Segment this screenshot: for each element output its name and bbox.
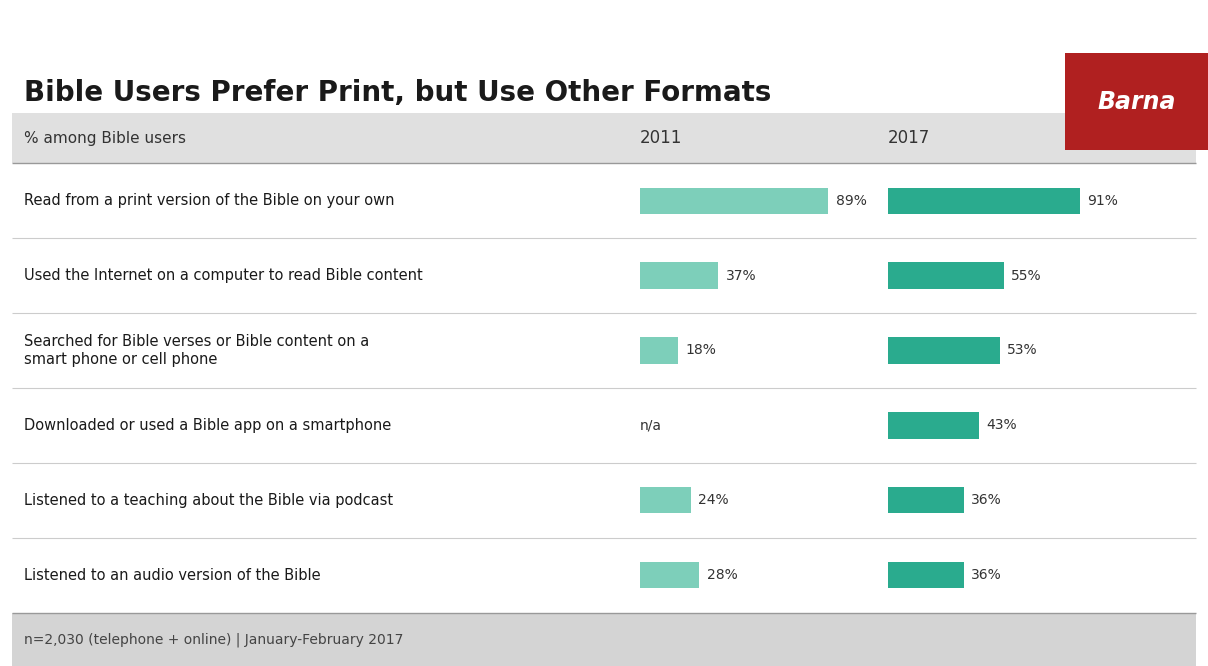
Text: Barna: Barna (1098, 89, 1175, 114)
Text: % among Bible users: % among Bible users (24, 131, 186, 146)
Text: Listened to a teaching about the Bible via podcast: Listened to a teaching about the Bible v… (24, 493, 394, 508)
Bar (888, 412, 978, 438)
Bar (888, 338, 1000, 364)
Text: 2011: 2011 (640, 129, 683, 147)
Text: 2017: 2017 (888, 129, 930, 147)
Bar (640, 562, 699, 588)
Text: Bible Users Prefer Print, but Use Other Formats: Bible Users Prefer Print, but Use Other … (24, 79, 772, 107)
Text: 36%: 36% (971, 494, 1001, 507)
Text: 28%: 28% (707, 568, 737, 582)
Text: 53%: 53% (1007, 344, 1038, 358)
Text: 43%: 43% (986, 418, 1017, 432)
Bar (888, 562, 964, 588)
Text: Downloaded or used a Bible app on a smartphone: Downloaded or used a Bible app on a smar… (24, 418, 391, 433)
Text: 18%: 18% (686, 344, 716, 358)
Bar (1065, 53, 1208, 150)
Bar (640, 488, 691, 513)
Bar (640, 262, 719, 288)
Bar (12, 613, 1196, 666)
Bar (640, 338, 678, 364)
Text: Listened to an audio version of the Bible: Listened to an audio version of the Bibl… (24, 567, 321, 583)
Text: 37%: 37% (726, 268, 756, 282)
Bar (888, 488, 964, 513)
Text: 89%: 89% (836, 194, 866, 208)
Text: 36%: 36% (971, 568, 1001, 582)
Text: n/a: n/a (640, 418, 662, 432)
Text: n=2,030 (telephone + online) | January-February 2017: n=2,030 (telephone + online) | January-F… (24, 632, 403, 647)
Text: Read from a print version of the Bible on your own: Read from a print version of the Bible o… (24, 193, 395, 208)
Text: Searched for Bible verses or Bible content on a
smart phone or cell phone: Searched for Bible verses or Bible conte… (24, 334, 370, 367)
Bar (12, 113, 1196, 163)
Bar (888, 188, 1080, 214)
Bar (640, 188, 829, 214)
Text: 91%: 91% (1087, 194, 1119, 208)
Text: 55%: 55% (1011, 268, 1043, 282)
Text: 24%: 24% (698, 494, 728, 507)
Bar (888, 262, 1004, 288)
Text: Used the Internet on a computer to read Bible content: Used the Internet on a computer to read … (24, 268, 423, 283)
